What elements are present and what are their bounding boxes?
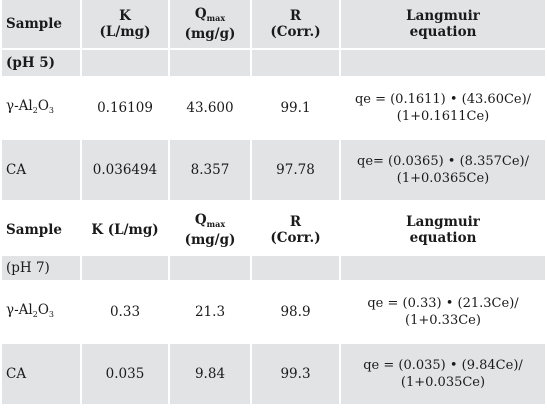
col-header-langmuir: Langmuir equation [341, 206, 545, 254]
table-row: γ-Al2O3 0.16109 43.600 99.1 qe = (0.1611… [2, 78, 545, 138]
col-header-qmax: Qmax (mg/g) [170, 0, 250, 48]
equation-cell: qe = (0.33) • (21.3Ce)/ (1+0.33Ce) [341, 282, 545, 342]
r-cell: 99.1 [252, 78, 339, 138]
col-header-langmuir: Langmuir equation [341, 0, 545, 48]
eq-header-line2: equation [409, 24, 477, 40]
sample-cell: γ-Al2O3 [2, 78, 80, 138]
qmax-cell: 8.357 [170, 140, 250, 200]
qmax-header-line1: Qmax [194, 6, 226, 23]
col-header-k: K (L/mg) [82, 0, 168, 48]
k-header-line1: K [119, 8, 131, 24]
group-row-ph7: (pH 7) [2, 256, 545, 280]
group-label-ph7: (pH 7) [2, 256, 80, 280]
col-header-r: R (Corr.) [252, 206, 339, 254]
qmax-cell: 9.84 [170, 344, 250, 404]
eq-header-line2: equation [409, 230, 477, 246]
r-header-line1: R [289, 214, 302, 230]
k-cell: 0.33 [82, 282, 168, 342]
equation-cell: qe= (0.0365) • (8.357Ce)/ (1+0.0365Ce) [341, 140, 545, 200]
header-row-ph7: Sample K (L/mg) Qmax (mg/g) R (Corr.) La… [2, 206, 545, 254]
sample-cell: CA [2, 344, 80, 404]
k-cell: 0.035 [82, 344, 168, 404]
table-row: CA 0.036494 8.357 97.78 qe= (0.0365) • (… [2, 140, 545, 200]
equation-cell: qe = (0.1611) • (43.60Ce)/ (1+0.1611Ce) [341, 78, 545, 138]
sample-cell: γ-Al2O3 [2, 282, 80, 342]
col-header-sample: Sample [2, 0, 80, 48]
eq-header-line1: Langmuir [406, 214, 480, 230]
k-cell: 0.036494 [82, 140, 168, 200]
table-row: CA 0.035 9.84 99.3 qe = (0.035) • (9.84C… [2, 344, 545, 404]
r-header-line2: (Corr.) [270, 24, 321, 40]
col-header-sample: Sample [2, 206, 80, 254]
col-header-qmax: Qmax (mg/g) [170, 206, 250, 254]
col-header-k: K (L/mg) [82, 206, 168, 254]
qmax-header-unit: (mg/g) [184, 232, 236, 248]
group-label-ph5: (pH 5) [2, 50, 80, 76]
r-cell: 99.3 [252, 344, 339, 404]
eq-header-line1: Langmuir [406, 8, 480, 24]
r-cell: 97.78 [252, 140, 339, 200]
langmuir-parameters-table: Sample K (L/mg) Qmax (mg/g) R (Corr.) La… [2, 0, 545, 404]
equation-cell: qe = (0.035) • (9.84Ce)/ (1+0.035Ce) [341, 344, 545, 404]
r-cell: 98.9 [252, 282, 339, 342]
header-row-ph5: Sample K (L/mg) Qmax (mg/g) R (Corr.) La… [2, 0, 545, 48]
k-cell: 0.16109 [82, 78, 168, 138]
qmax-header-line1: Qmax [194, 212, 226, 229]
qmax-cell: 21.3 [170, 282, 250, 342]
qmax-header-unit: (mg/g) [184, 26, 236, 42]
group-row-ph5: (pH 5) [2, 50, 545, 76]
col-header-r: R (Corr.) [252, 0, 339, 48]
sample-cell: CA [2, 140, 80, 200]
r-header-line1: R [289, 8, 302, 24]
k-header-line2: (L/mg) [99, 24, 151, 40]
table-row: γ-Al2O3 0.33 21.3 98.9 qe = (0.33) • (21… [2, 282, 545, 342]
qmax-cell: 43.600 [170, 78, 250, 138]
r-header-line2: (Corr.) [270, 230, 321, 246]
